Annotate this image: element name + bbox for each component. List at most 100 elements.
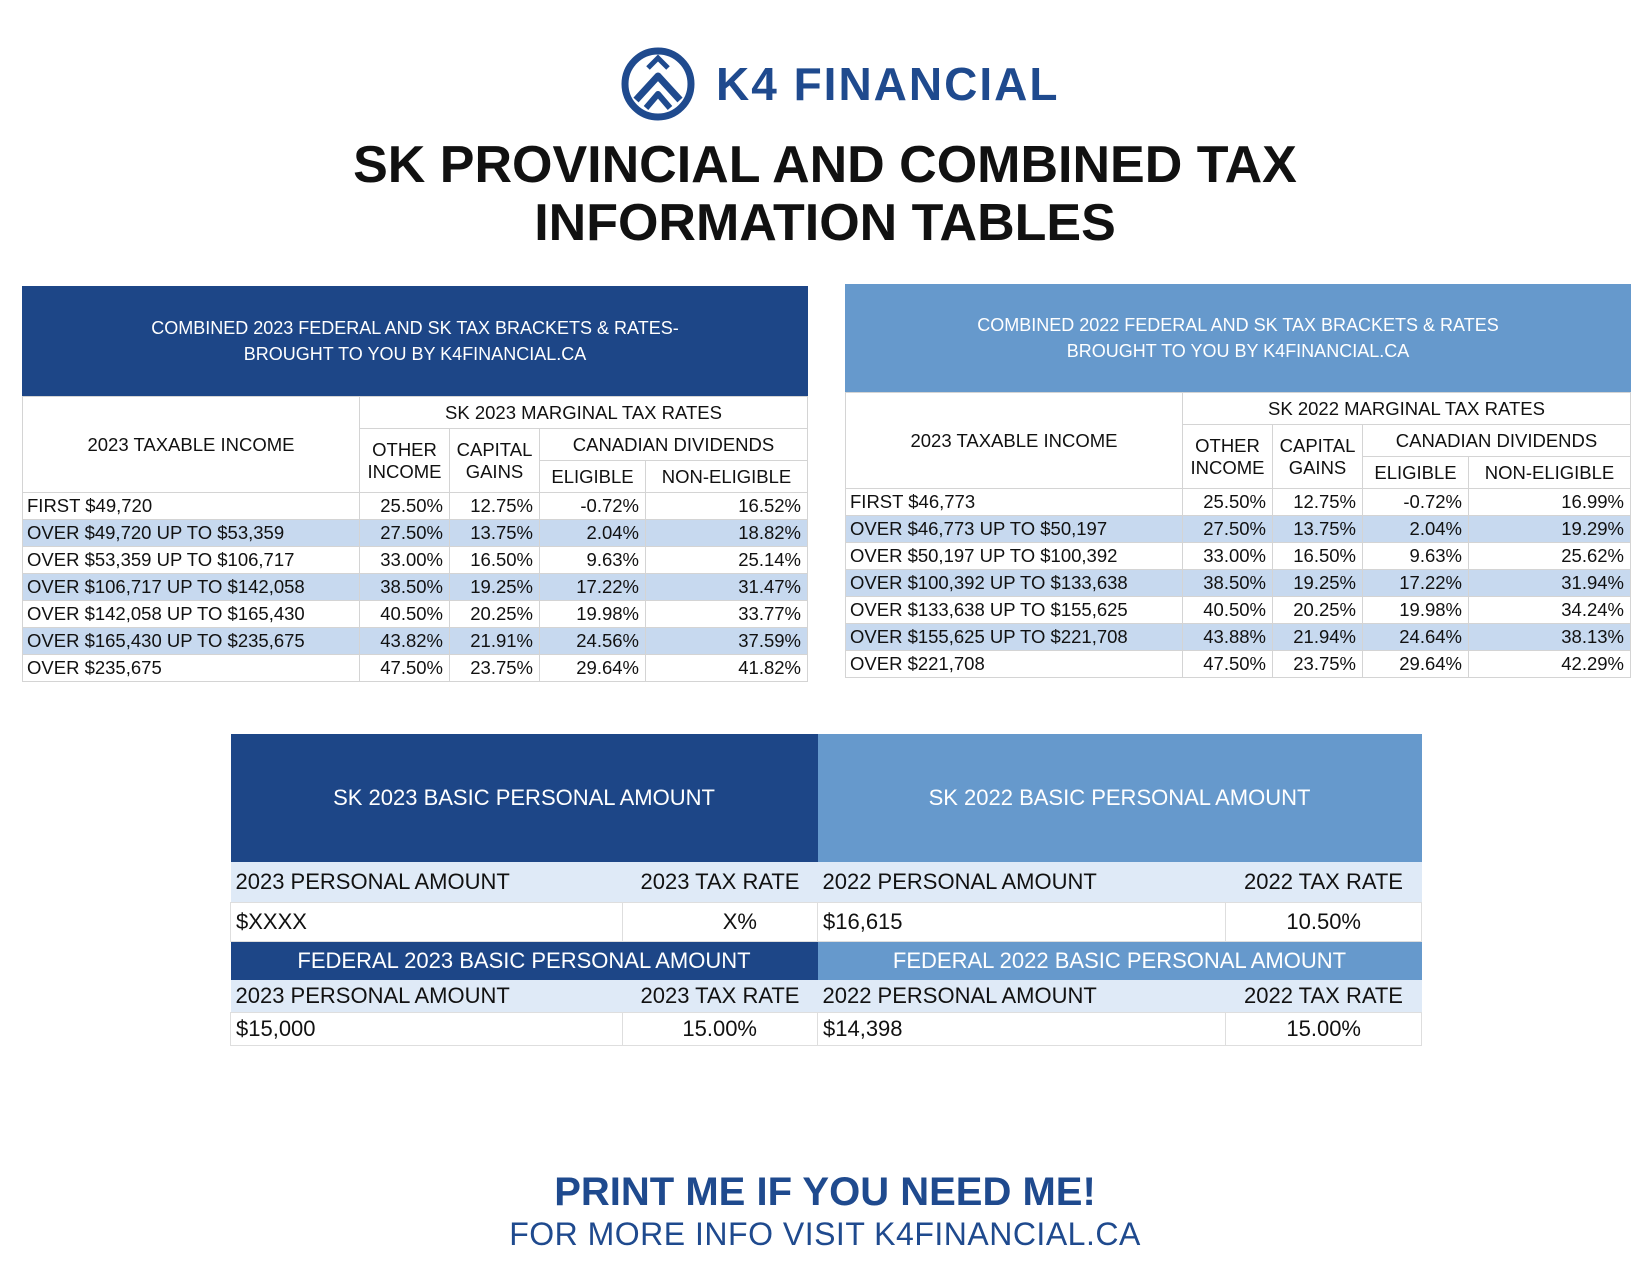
tax-table-2022-grid: 2023 TAXABLE INCOME SK 2022 MARGINAL TAX… (845, 392, 1631, 678)
other-cell: 43.88% (1182, 623, 1273, 651)
rates-header: SK 2023 MARGINAL TAX RATES (359, 396, 808, 429)
income-cell: OVER $221,708 (845, 650, 1183, 678)
income-cell: OVER $53,359 UP TO $106,717 (22, 546, 360, 574)
federal-2023-bpa-title: FEDERAL 2023 BASIC PERSONAL AMOUNT (230, 941, 818, 980)
dividends-header: CANADIAN DIVIDENDS (1362, 424, 1631, 457)
income-cell: FIRST $46,773 (845, 488, 1183, 516)
banner-line: BROUGHT TO YOU BY K4FINANCIAL.CA (1066, 341, 1410, 361)
income-header: 2023 TAXABLE INCOME (22, 396, 360, 493)
non-eligible-cell: 41.82% (645, 654, 808, 682)
sk-2023-rate: X% (622, 902, 818, 942)
tax-rate-2022-label: 2022 TAX RATE (1225, 980, 1422, 1013)
eligible-cell: 9.63% (1362, 542, 1469, 570)
other-cell: 38.50% (1182, 569, 1273, 597)
tax-table-2022: COMBINED 2022 FEDERAL AND SK TAX BRACKET… (845, 284, 1631, 678)
federal-2022-bpa-title: FEDERAL 2022 BASIC PERSONAL AMOUNT (817, 941, 1422, 980)
eligible-header: ELIGIBLE (539, 460, 646, 493)
income-cell: OVER $235,675 (22, 654, 360, 682)
tax-table-2023-grid: 2023 TAXABLE INCOME SK 2023 MARGINAL TAX… (22, 396, 808, 682)
bpa-subheader-row: 2023 PERSONAL AMOUNT 2023 TAX RATE 2022 … (230, 862, 1422, 903)
federal-2022-amount: $14,398 (817, 1012, 1226, 1046)
capital-cell: 21.91% (449, 627, 540, 655)
page-title-line1: SK PROVINCIAL AND COMBINED TAX (353, 136, 1297, 194)
non-eligible-cell: 33.77% (645, 600, 808, 628)
federal-bpa-subheader-row: 2023 PERSONAL AMOUNT 2023 TAX RATE 2022 … (230, 980, 1422, 1013)
federal-2023-rate: 15.00% (622, 1012, 818, 1046)
eligible-cell: -0.72% (1362, 488, 1469, 516)
table-row: OVER $49,720 UP TO $53,359 27.50% 13.75% 2.… (22, 519, 808, 547)
other-cell: 27.50% (359, 519, 450, 547)
income-cell: OVER $100,392 UP TO $133,638 (845, 569, 1183, 597)
income-cell: OVER $142,058 UP TO $165,430 (22, 600, 360, 628)
capital-cell: 16.50% (1272, 542, 1363, 570)
capital-cell: 16.50% (449, 546, 540, 574)
capital-gains-header: CAPITAL GAINS (1272, 424, 1363, 489)
capital-cell: 13.75% (1272, 515, 1363, 543)
capital-cell: 23.75% (449, 654, 540, 682)
page-title-line2: INFORMATION TABLES (534, 194, 1116, 252)
capital-gains-header: CAPITAL GAINS (449, 428, 540, 493)
non-eligible-cell: 16.52% (645, 492, 808, 520)
table-row: FIRST $49,720 25.50% 12.75% -0.72% 16.52% (22, 492, 808, 520)
sk-2023-amount: $XXXX (230, 902, 623, 942)
eligible-cell: 24.64% (1362, 623, 1469, 651)
dividends-header: CANADIAN DIVIDENDS (539, 428, 808, 461)
capital-cell: 13.75% (449, 519, 540, 547)
more-info-link: FOR MORE INFO VISIT K4FINANCIAL.CA (509, 1216, 1141, 1252)
federal-2022-rate: 15.00% (1225, 1012, 1422, 1046)
other-cell: 40.50% (359, 600, 450, 628)
table-row: OVER $165,430 UP TO $235,675 43.82% 21.91%… (22, 627, 808, 655)
other-cell: 27.50% (1182, 515, 1273, 543)
other-cell: 47.50% (1182, 650, 1273, 678)
eligible-cell: 29.64% (1362, 650, 1469, 678)
personal-amount-2022-label: 2022 PERSONAL AMOUNT (817, 980, 1226, 1013)
other-income-header: OTHER INCOME (359, 428, 450, 493)
table-row: OVER $142,058 UP TO $165,430 40.50% 20.25%… (22, 600, 808, 628)
capital-cell: 19.25% (1272, 569, 1363, 597)
table-row: OVER $221,708 47.50% 23.75% 29.64% 42.29% (845, 650, 1631, 678)
eligible-cell: 2.04% (539, 519, 646, 547)
table-row: OVER $106,717 UP TO $142,058 38.50% 19.25%… (22, 573, 808, 601)
other-cell: 47.50% (359, 654, 450, 682)
other-cell: 38.50% (359, 573, 450, 601)
eligible-cell: 19.98% (1362, 596, 1469, 624)
capital-cell: 12.75% (449, 492, 540, 520)
non-eligible-header: NON-ELIGIBLE (645, 460, 808, 493)
other-cell: 40.50% (1182, 596, 1273, 624)
basic-personal-amount-table: SK 2023 BASIC PERSONAL AMOUNT SK 2022 BA… (230, 734, 1422, 1046)
income-cell: OVER $133,638 UP TO $155,625 (845, 596, 1183, 624)
eligible-cell: 9.63% (539, 546, 646, 574)
non-eligible-cell: 31.47% (645, 573, 808, 601)
tax-table-2023-banner: COMBINED 2023 FEDERAL AND SK TAX BRACKET… (22, 286, 808, 396)
banner-line: COMBINED 2022 FEDERAL AND SK TAX BRACKET… (977, 315, 1499, 335)
income-cell: OVER $46,773 UP TO $50,197 (845, 515, 1183, 543)
tax-rate-2022-label: 2022 TAX RATE (1225, 862, 1422, 903)
income-cell: OVER $106,717 UP TO $142,058 (22, 573, 360, 601)
table-row: OVER $133,638 UP TO $155,625 40.50% 20.25%… (845, 596, 1631, 624)
non-eligible-cell: 37.59% (645, 627, 808, 655)
sk-2022-bpa-title: SK 2022 BASIC PERSONAL AMOUNT (817, 734, 1422, 862)
personal-amount-2023-label: 2023 PERSONAL AMOUNT (230, 862, 623, 903)
capital-cell: 21.94% (1272, 623, 1363, 651)
non-eligible-cell: 34.24% (1468, 596, 1631, 624)
banner-line: BROUGHT TO YOU BY K4FINANCIAL.CA (243, 344, 587, 364)
capital-cell: 23.75% (1272, 650, 1363, 678)
other-cell: 43.82% (359, 627, 450, 655)
federal-bpa-header-row: FEDERAL 2023 BASIC PERSONAL AMOUNT FEDER… (230, 941, 1422, 980)
brand-name: K4 FINANCIAL (716, 58, 1060, 110)
table-row: OVER $46,773 UP TO $50,197 27.50% 13.75% 2.… (845, 515, 1631, 543)
non-eligible-cell: 18.82% (645, 519, 808, 547)
rates-header: SK 2022 MARGINAL TAX RATES (1182, 392, 1631, 425)
bpa-grid: SK 2023 BASIC PERSONAL AMOUNT SK 2022 BA… (230, 734, 1422, 1046)
banner-line: COMBINED 2023 FEDERAL AND SK TAX BRACKET… (151, 318, 679, 338)
income-cell: OVER $49,720 UP TO $53,359 (22, 519, 360, 547)
table-row: FIRST $46,773 25.50% 12.75% -0.72% 16.99% (845, 488, 1631, 516)
non-eligible-cell: 19.29% (1468, 515, 1631, 543)
eligible-header: ELIGIBLE (1362, 456, 1469, 489)
eligible-cell: 19.98% (539, 600, 646, 628)
income-cell: FIRST $49,720 (22, 492, 360, 520)
capital-cell: 12.75% (1272, 488, 1363, 516)
brand-logo: K4 FINANCIAL (620, 46, 1059, 122)
table-row: OVER $100,392 UP TO $133,638 38.50% 19.25%… (845, 569, 1631, 597)
other-cell: 33.00% (359, 546, 450, 574)
